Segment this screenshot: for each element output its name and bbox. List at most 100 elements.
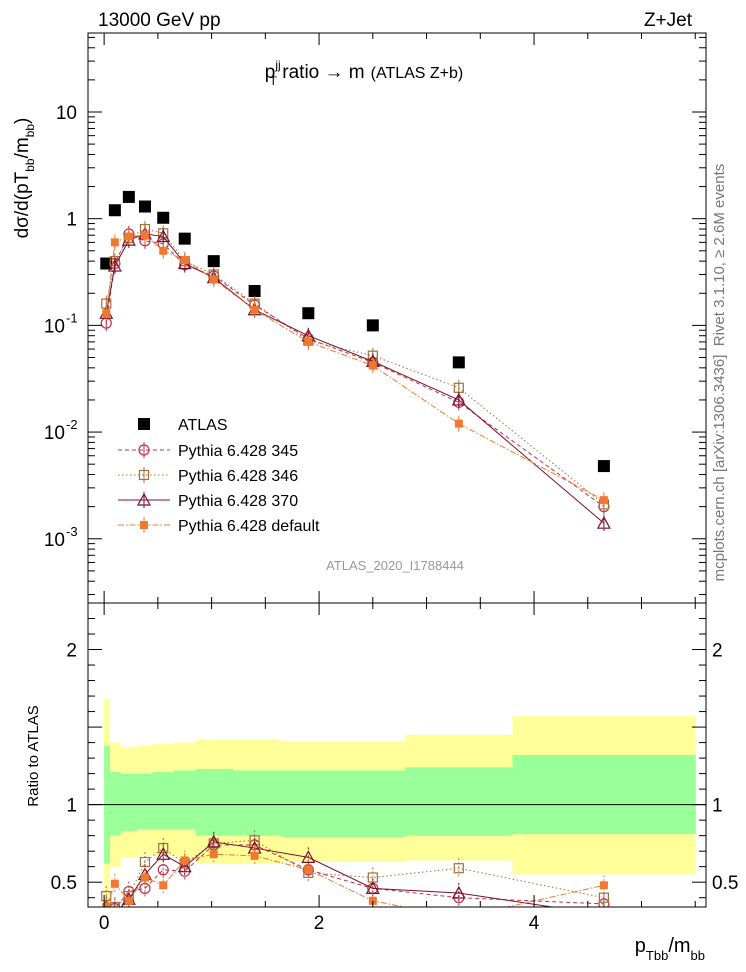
data-point: [209, 275, 218, 284]
ratio-point: [159, 881, 168, 890]
ratio-point: [250, 851, 259, 860]
ratio-point: [156, 847, 171, 860]
y-tick-exponent: -3: [66, 524, 78, 539]
y-axis-label: dσ/d(pTbb/mbb): [12, 118, 37, 239]
title-tag: (ATLAS Z+b): [371, 65, 464, 82]
title-p: p: [265, 62, 276, 83]
legend-marker: [136, 492, 152, 506]
legend-label: ATLAS: [178, 417, 228, 434]
ratio-point: [180, 856, 189, 865]
ratio-point: [109, 901, 120, 907]
y-tick-label: 10: [44, 423, 65, 444]
uncertainty-band-green: [120, 773, 137, 831]
ratio-point: [365, 881, 380, 894]
data-point: [124, 232, 133, 241]
plot-title: pjj T ratio → m (ATLAS Z+b): [265, 58, 464, 88]
data-point: [102, 309, 111, 318]
ratio-point: [249, 835, 260, 846]
legend-label: Pythia 6.428 346: [178, 468, 298, 485]
uncertainty-band-green: [335, 770, 406, 838]
data-point: [157, 211, 170, 224]
data-point: [597, 460, 610, 473]
energy-label: 13000 GeV pp: [98, 10, 221, 31]
ratio-point: [206, 834, 221, 848]
x-axis-label: pTbb/mbb: [635, 935, 705, 963]
ratio-tick-label-right: 1: [712, 796, 723, 817]
data-point: [250, 305, 259, 314]
x-tick-label: 4: [529, 913, 540, 934]
title-sub: T: [270, 74, 278, 88]
data-point: [596, 515, 611, 529]
uncertainty-band-green: [405, 767, 514, 836]
data-point: [599, 496, 608, 505]
data-point: [304, 337, 313, 346]
ratio-point: [598, 909, 610, 920]
legend-label: Pythia 6.428 370: [178, 493, 298, 510]
series-line: [105, 233, 605, 508]
title-rest: ratio → m: [277, 62, 365, 83]
uncertainty-band-green: [281, 770, 336, 838]
ratio-point: [599, 881, 608, 890]
y-tick-label: 10: [44, 530, 65, 551]
ratio-point: [139, 856, 151, 868]
ratio-tick-label-right: 0.5: [712, 873, 738, 894]
ratio-point: [139, 882, 151, 894]
ratio-tick-label-left: 0.5: [51, 873, 77, 894]
ylabel-mid: /m: [12, 137, 33, 158]
legend: ATLAS Pythia 6.428 345 Pythia 6.428 346 Pyt…: [118, 417, 320, 535]
ylabel-sub2: bb: [23, 124, 37, 138]
rivet-version-label: Rivet 3.1.10, ≥ 2.6M events: [711, 164, 728, 347]
uncertainty-band-green: [512, 755, 696, 835]
ratio-point: [110, 879, 119, 888]
uncertainty-band-green: [195, 768, 234, 836]
data-point: [207, 255, 220, 268]
xlabel-mid: /m: [668, 935, 690, 957]
uncertainty-band-green: [152, 772, 175, 830]
ratio-tick-label-left: 1: [66, 796, 77, 817]
ratio-point: [453, 863, 464, 874]
y-tick-exponent: -2: [66, 417, 78, 432]
ratio-point: [455, 914, 463, 922]
data-point: [156, 229, 171, 243]
data-point: [302, 307, 315, 320]
ratio-point: [209, 850, 218, 859]
legend-label: Pythia 6.428 345: [178, 443, 298, 460]
ratio-point: [177, 859, 192, 873]
mcplots-label: mcplots.cern.ch [arXiv:1306.3436]: [711, 355, 728, 582]
data-point: [366, 319, 379, 332]
ratio-series-line: [115, 844, 604, 907]
legend-label: Pythia 6.428 default: [178, 518, 320, 535]
legend-marker: [140, 521, 148, 529]
data-point: [180, 255, 189, 264]
ratio-point: [102, 903, 111, 907]
data-point: [452, 356, 465, 369]
title-sup: jj: [274, 58, 280, 72]
ratio-plot-frame: [87, 602, 707, 908]
data-point: [368, 361, 377, 370]
ratio-point: [157, 864, 169, 876]
data-point: [138, 200, 151, 213]
ratio-point: [124, 896, 133, 905]
data-point: [159, 246, 168, 255]
uncertainty-band-green: [109, 772, 121, 836]
data-point: [451, 392, 466, 406]
series-line: [105, 228, 605, 505]
uncertainty-band-green: [136, 773, 153, 830]
data-point: [100, 257, 113, 270]
data-point: [248, 284, 261, 297]
process-label: Z+Jet: [644, 10, 693, 31]
ratio-point: [114, 905, 116, 907]
ratio-point: [368, 896, 377, 905]
xlabel-sub: Tbb: [646, 948, 668, 963]
uncertainty-band-green: [173, 770, 196, 830]
data-point: [178, 232, 191, 245]
data-point: [140, 231, 149, 240]
x-tick-label: 0: [99, 913, 110, 934]
analysis-id: ATLAS_2020_I1788444: [326, 558, 464, 573]
ratio-point: [304, 865, 313, 874]
y-tick-exponent: -1: [66, 310, 78, 325]
legend-marker: [138, 444, 150, 456]
ylabel-end: ): [12, 118, 33, 124]
ylabel-main: dσ/d(pT: [12, 171, 33, 238]
